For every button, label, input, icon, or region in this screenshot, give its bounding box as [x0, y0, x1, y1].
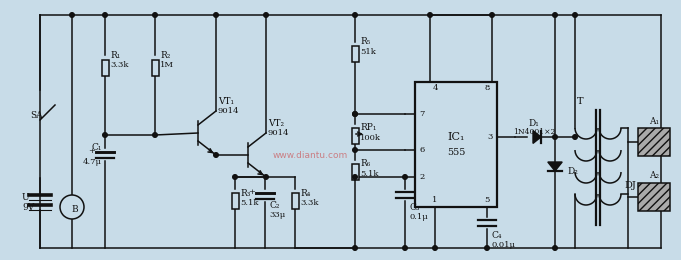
Text: 33μ: 33μ: [269, 211, 285, 219]
Text: VT₂: VT₂: [268, 119, 284, 127]
Text: SA: SA: [30, 110, 43, 120]
Circle shape: [353, 175, 358, 179]
Text: IC₁: IC₁: [447, 132, 464, 141]
Text: R₆: R₆: [360, 159, 370, 168]
Circle shape: [573, 13, 577, 17]
Bar: [638, 128, 670, 156]
Polygon shape: [533, 131, 541, 144]
Text: +: +: [249, 188, 255, 196]
Bar: [351, 164, 358, 180]
Text: D₂: D₂: [567, 167, 578, 177]
Text: 3.3k: 3.3k: [300, 199, 319, 207]
Circle shape: [214, 13, 219, 17]
Text: 5.1k: 5.1k: [240, 199, 259, 207]
Circle shape: [353, 148, 358, 152]
Circle shape: [264, 13, 268, 17]
Bar: [351, 128, 358, 144]
Text: 555: 555: [447, 148, 465, 157]
Text: 0.1μ: 0.1μ: [409, 213, 428, 221]
Text: 3.3k: 3.3k: [110, 61, 129, 69]
Bar: [415, 82, 497, 207]
Circle shape: [553, 135, 557, 139]
Text: 1N4001×2: 1N4001×2: [513, 128, 555, 136]
Bar: [151, 60, 159, 76]
Text: C₂: C₂: [269, 200, 279, 210]
Circle shape: [490, 13, 494, 17]
Text: 9014: 9014: [218, 107, 240, 115]
Text: 4: 4: [432, 84, 438, 92]
Text: 5.1k: 5.1k: [360, 170, 379, 178]
Text: 1M: 1M: [160, 61, 174, 69]
Circle shape: [485, 246, 490, 250]
Circle shape: [402, 246, 407, 250]
Text: C₄: C₄: [492, 231, 503, 239]
Text: 3: 3: [488, 133, 493, 141]
Circle shape: [553, 13, 557, 17]
Text: A₂: A₂: [649, 172, 659, 180]
Bar: [638, 183, 670, 211]
Text: B: B: [72, 205, 78, 214]
Circle shape: [428, 13, 432, 17]
Circle shape: [69, 13, 74, 17]
Bar: [351, 46, 358, 62]
Text: RP₁: RP₁: [360, 124, 377, 133]
Text: DJ: DJ: [624, 180, 636, 190]
Circle shape: [353, 112, 358, 116]
Circle shape: [153, 13, 157, 17]
Circle shape: [264, 175, 268, 179]
Circle shape: [214, 153, 219, 157]
Text: 51k: 51k: [360, 48, 376, 56]
Text: R₁: R₁: [110, 50, 121, 60]
Text: R₄: R₄: [300, 188, 311, 198]
Text: C₁: C₁: [92, 142, 102, 152]
Text: A₁: A₁: [649, 116, 659, 126]
Text: 9V: 9V: [22, 204, 34, 212]
Circle shape: [573, 135, 577, 139]
Text: 9014: 9014: [268, 129, 289, 137]
Text: R₂: R₂: [160, 50, 170, 60]
Circle shape: [553, 246, 557, 250]
Circle shape: [103, 133, 108, 137]
Bar: [232, 193, 238, 209]
Text: 1: 1: [432, 196, 438, 204]
Text: 8: 8: [484, 84, 490, 92]
Circle shape: [353, 13, 358, 17]
Text: R₅: R₅: [360, 37, 370, 47]
Text: 100k: 100k: [360, 134, 381, 142]
Text: VT₁: VT₁: [218, 96, 234, 106]
Circle shape: [60, 195, 84, 219]
Circle shape: [432, 246, 437, 250]
Polygon shape: [548, 162, 563, 171]
Text: 6: 6: [419, 146, 424, 154]
Bar: [101, 60, 108, 76]
Circle shape: [233, 175, 237, 179]
Circle shape: [153, 133, 157, 137]
Text: R₃: R₃: [240, 188, 251, 198]
Text: 7: 7: [419, 110, 424, 118]
Circle shape: [103, 13, 108, 17]
Text: T: T: [577, 98, 584, 107]
Text: 5: 5: [484, 196, 490, 204]
Text: 4.7μ: 4.7μ: [83, 158, 102, 166]
Text: 0.01μ: 0.01μ: [492, 241, 516, 249]
Circle shape: [353, 246, 358, 250]
Circle shape: [402, 175, 407, 179]
Text: U: U: [22, 193, 30, 203]
Text: 2: 2: [419, 173, 424, 181]
Text: D₁: D₁: [528, 120, 539, 128]
Bar: [291, 193, 298, 209]
Text: +: +: [89, 147, 95, 155]
Text: www.diantu.com: www.diantu.com: [272, 151, 347, 159]
Text: C₃: C₃: [409, 203, 419, 211]
Circle shape: [353, 112, 358, 116]
